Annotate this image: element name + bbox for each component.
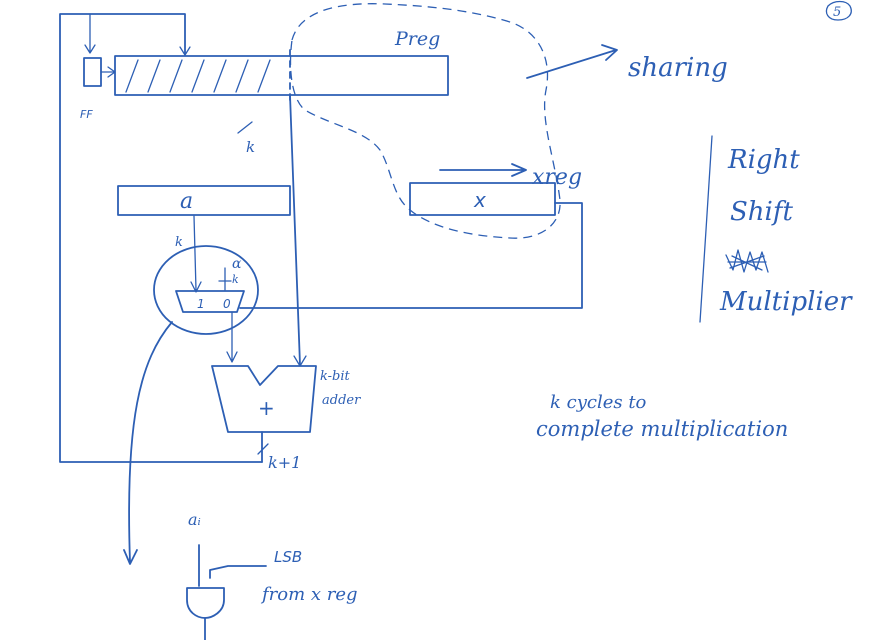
mux-one-label: 1 [197,297,205,311]
mux-to-adder-wire [226,311,238,363]
preg-to-adder-wire [289,94,301,366]
sharing-label: sharing [628,53,728,83]
ff-to-preg-wire [100,66,116,78]
xreg-lsb-loop [239,202,583,309]
ai-curved-wire [123,321,173,565]
preg-hatching [125,59,271,93]
kplus1-slash [257,443,269,455]
note-line1: k cycles to [550,392,647,413]
k-in-label: k [175,235,183,250]
k-mux-label: k [232,273,239,286]
lsb-label-2: from x reg [260,584,358,605]
mux-zero-label: 0 [223,297,231,311]
adder-plus: + [258,396,275,420]
page-number: 5 [825,0,852,21]
xreg-label: xreg [532,165,582,190]
preg-register [114,55,449,96]
k-bus-slash [237,121,253,134]
ai-label: aᵢ [188,510,201,529]
a-register-label: a [180,189,193,214]
adder [211,365,317,433]
zero-input-wire [218,267,232,291]
ff-label: FF [80,108,93,121]
preg-label: Preg [394,28,440,50]
adder-label-1: k-bit [320,369,351,384]
side-note-line2: Shift [730,197,793,227]
scribbled-word [725,249,769,273]
x-register-label: x [473,188,486,212]
lsb-label-1: LSB [274,548,302,566]
side-note-line1: Right [727,145,800,175]
kplus1-label: k+1 [268,453,301,472]
side-note-line3: Multiplier [719,287,853,317]
adder-label-2: adder [322,393,361,408]
preg-top-arrow [179,46,191,56]
sharing-arrow [526,44,618,79]
outer-feedback-wire [59,13,263,463]
mux-enclosure [153,245,259,335]
alpha-label: ɑ [232,256,242,272]
xreg-arrow [439,163,527,177]
mux-body [175,290,245,313]
a-register [117,185,291,216]
x-register [409,182,556,216]
ff-box [83,57,102,87]
k-top-label: k [246,138,255,156]
page-number-text: 5 [833,5,841,20]
note-line2: complete multiplication [536,417,788,441]
ff-input-wire [84,13,96,54]
and-gate [186,587,225,619]
a-to-mux-wire [190,215,202,293]
sharing-boundary [289,3,561,239]
and-input-lsb [209,565,267,579]
side-note-bracket [699,135,713,323]
